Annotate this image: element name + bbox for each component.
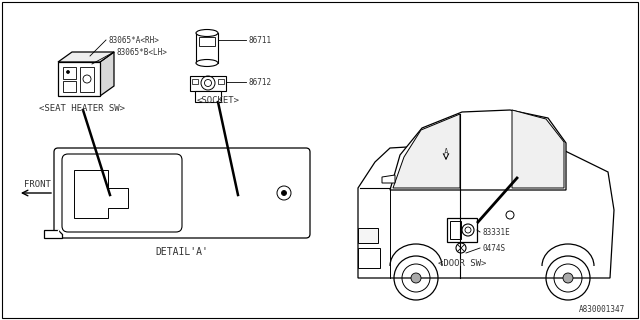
- Bar: [450, 221, 461, 239]
- Polygon shape: [58, 52, 114, 62]
- Text: 83331E: 83331E: [482, 228, 509, 236]
- Bar: [63, 81, 76, 92]
- Polygon shape: [100, 52, 114, 96]
- FancyBboxPatch shape: [62, 154, 182, 232]
- Bar: [192, 79, 198, 84]
- Bar: [190, 76, 226, 91]
- Polygon shape: [74, 170, 128, 218]
- Bar: [196, 33, 218, 63]
- Bar: [199, 37, 215, 46]
- Text: A: A: [444, 148, 448, 156]
- Bar: [195, 91, 221, 102]
- Polygon shape: [393, 114, 460, 188]
- Text: 83065*B<LH>: 83065*B<LH>: [116, 47, 167, 57]
- Text: DETAIL'A': DETAIL'A': [156, 247, 209, 257]
- Text: <DOOR SW>: <DOOR SW>: [438, 260, 486, 268]
- Bar: [358, 228, 378, 243]
- Polygon shape: [358, 143, 614, 278]
- Bar: [447, 218, 477, 242]
- Bar: [58, 62, 100, 96]
- Polygon shape: [44, 230, 62, 238]
- Text: 83065*A<RH>: 83065*A<RH>: [108, 36, 159, 44]
- Circle shape: [282, 190, 287, 196]
- Bar: [63, 67, 76, 79]
- FancyBboxPatch shape: [54, 148, 310, 238]
- Circle shape: [563, 273, 573, 283]
- Text: 86711: 86711: [248, 36, 271, 44]
- Ellipse shape: [196, 29, 218, 36]
- Circle shape: [67, 70, 70, 74]
- Text: <SOCKET>: <SOCKET>: [196, 95, 239, 105]
- Text: <SEAT HEATER SW>: <SEAT HEATER SW>: [39, 103, 125, 113]
- Polygon shape: [382, 175, 395, 183]
- Text: FRONT: FRONT: [24, 180, 51, 188]
- Polygon shape: [512, 110, 564, 188]
- Circle shape: [411, 273, 421, 283]
- Polygon shape: [390, 110, 566, 190]
- Bar: [358, 248, 380, 268]
- Text: 86712: 86712: [248, 77, 271, 86]
- Ellipse shape: [196, 60, 218, 67]
- Text: 0474S: 0474S: [482, 244, 505, 252]
- Text: A830001347: A830001347: [579, 306, 625, 315]
- Bar: [80, 67, 94, 92]
- Bar: [218, 79, 224, 84]
